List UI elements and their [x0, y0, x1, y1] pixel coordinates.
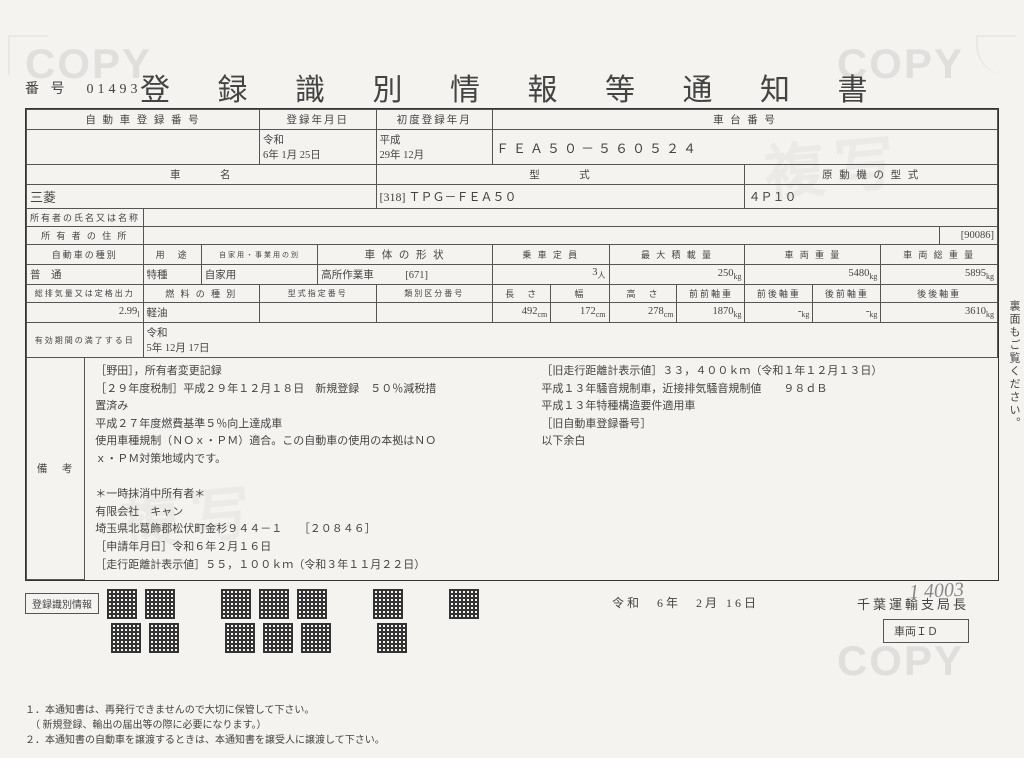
footnotes: １．本通知書は、再発行できませんので大切に保管して下さい。 （ 新規登録、輸出の…	[25, 703, 999, 748]
vehicle-id-box: 車両ＩＤ	[883, 619, 969, 643]
value-reg-no	[27, 130, 260, 165]
label-reg-date: 登録年月日	[260, 110, 377, 130]
value-gross-weight: 5895kg	[881, 265, 998, 285]
qr-icon	[301, 623, 331, 653]
label-displacement: 総排気量又は定格出力	[27, 285, 144, 303]
value-capacity: 3人	[493, 265, 610, 285]
label-owner-addr: 所 有 者 の 住 所	[27, 227, 144, 245]
value-type-no	[260, 303, 377, 323]
label-chassis-no: 車 台 番 号	[493, 110, 998, 130]
qr-area: 登録識別情報	[25, 589, 999, 619]
value-width: 172cm	[551, 303, 609, 323]
value-fuel: 軽油	[143, 303, 260, 323]
value-height: 278cm	[609, 303, 677, 323]
label-model: 型 式	[376, 165, 745, 185]
value-class-no	[376, 303, 493, 323]
value-owner-addr	[143, 227, 939, 245]
label-fr-axle: 前後軸重	[745, 285, 813, 303]
value-chassis-no: ＦＥＡ５０－５６０５２４	[493, 130, 998, 165]
qr-icon	[259, 589, 289, 619]
label-car-type: 自動車の種別	[27, 245, 144, 265]
label-height: 高 さ	[609, 285, 677, 303]
value-model: [318] ＴＰＧ－ＦＥＡ５０	[376, 185, 745, 209]
label-expiry: 有効期間の満了する日	[27, 323, 144, 358]
qr-icon	[377, 623, 407, 653]
qr-icon	[221, 589, 251, 619]
label-use: 用 途	[143, 245, 201, 265]
label-car-name: 車 名	[27, 165, 377, 185]
label-fuel: 燃 料 の 種 別	[143, 285, 260, 303]
qr-icon	[225, 623, 255, 653]
label-owner-name: 所有者の氏名又は名称	[27, 209, 144, 227]
value-weight: 5480kg	[745, 265, 881, 285]
value-use-a: 特種	[143, 265, 201, 285]
issuer: 千葉運輸支局長	[857, 594, 969, 613]
qr-icon	[373, 589, 403, 619]
qr-icon	[297, 589, 327, 619]
value-ff-axle: 1870kg	[677, 303, 745, 323]
label-class-no: 類別区分番号	[376, 285, 493, 303]
value-car-name: 三菱	[27, 185, 377, 209]
label-engine-model: 原 動 機 の 型 式	[745, 165, 998, 185]
label-width: 幅	[551, 285, 609, 303]
qr-icon	[111, 623, 141, 653]
label-rf-axle: 後前軸重	[813, 285, 881, 303]
issue-date: 令和 6年 2月 16日	[612, 594, 759, 611]
value-length: 492cm	[493, 303, 551, 323]
value-reg-date: 令和6年 1月 25日	[260, 130, 377, 165]
registration-table: 自 動 車 登 録 番 号 登録年月日 初度登録年月 車 台 番 号 令和6年 …	[26, 109, 998, 580]
value-engine-model: ４Ｐ１０	[745, 185, 998, 209]
value-car-type: 普 通	[27, 265, 144, 285]
qr-icon	[263, 623, 293, 653]
label-type-no: 型式指定番号	[260, 285, 377, 303]
label-length: 長 さ	[493, 285, 551, 303]
remarks-content: ［野田］，所有者変更記録［２９年度税制］平成２９年１２月１８日 新規登録 ５０％…	[85, 358, 997, 579]
label-first-reg: 初度登録年月	[376, 110, 493, 130]
value-rr-axle: 3610kg	[881, 303, 998, 323]
label-ff-axle: 前前軸重	[677, 285, 745, 303]
label-rr-axle: 後後軸重	[881, 285, 998, 303]
value-owner-code: [90086]	[939, 227, 997, 245]
label-use-sub: 自家用・事業用の別	[201, 245, 318, 265]
qr-label: 登録識別情報	[25, 593, 99, 614]
value-body-shape: 高所作業車 [671]	[318, 265, 493, 285]
label-reg-no: 自 動 車 登 録 番 号	[27, 110, 260, 130]
label-gross-weight: 車 両 総 重 量	[881, 245, 998, 265]
label-weight: 車 両 重 量	[745, 245, 881, 265]
qr-icon	[449, 589, 479, 619]
label-remarks: 備 考	[27, 358, 85, 580]
value-fr-axle: -kg	[745, 303, 813, 323]
qr-icon	[145, 589, 175, 619]
side-note: 裏面もご覧ください。	[1006, 300, 1022, 430]
qr-icon	[149, 623, 179, 653]
value-owner-name	[143, 209, 998, 227]
label-body-shape: 車 体 の 形 状	[318, 245, 493, 265]
value-first-reg: 平成29年 12月	[376, 130, 493, 165]
value-max-load: 250kg	[609, 265, 745, 285]
label-capacity: 乗 車 定 員	[493, 245, 610, 265]
document-title: 登 録 識 別 情 報 等 通 知 書	[140, 65, 888, 109]
value-displacement: 2.99l	[27, 303, 144, 323]
value-expiry: 令和5年 12月 17日	[143, 323, 998, 358]
qr-icon	[107, 589, 137, 619]
value-rf-axle: -kg	[813, 303, 881, 323]
value-use-b: 自家用	[201, 265, 318, 285]
document-number: 番 号 01493	[25, 78, 142, 98]
label-max-load: 最 大 積 載 量	[609, 245, 745, 265]
